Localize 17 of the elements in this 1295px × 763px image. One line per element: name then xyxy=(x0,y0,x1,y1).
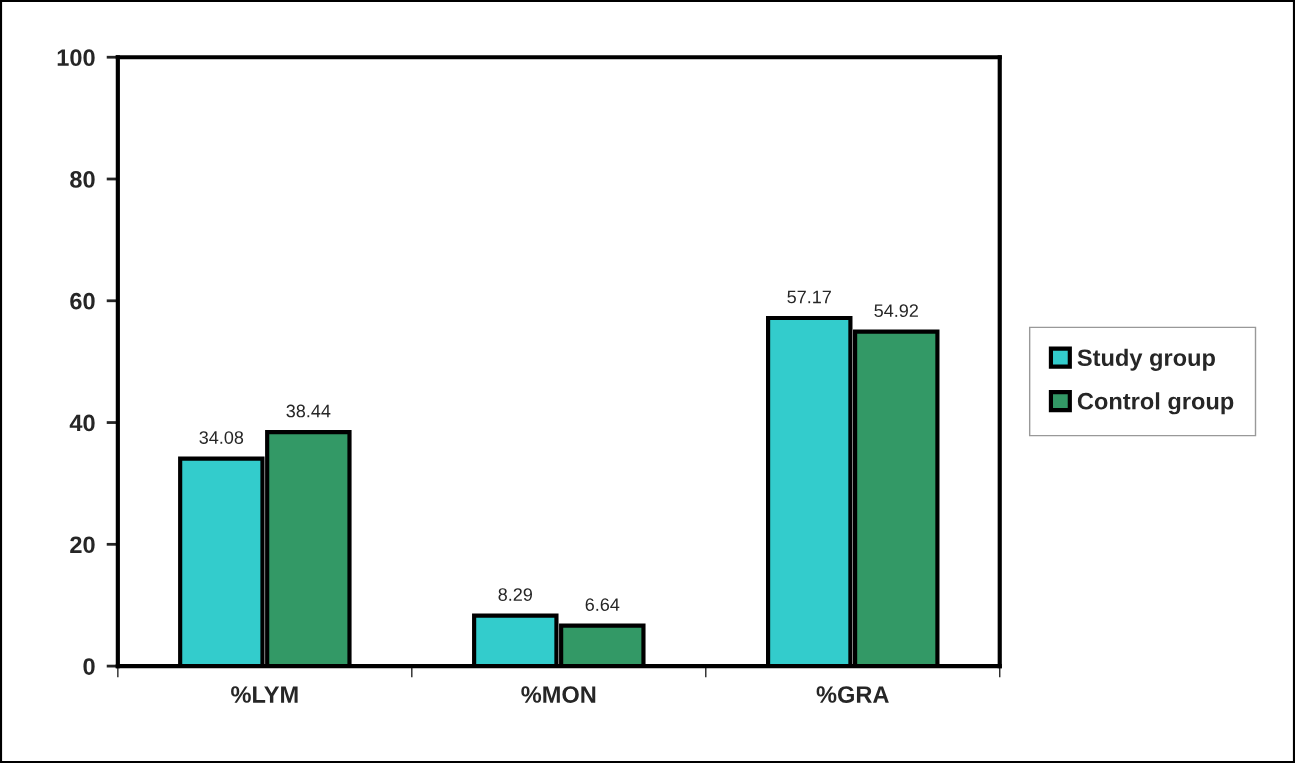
data-label: 54.92 xyxy=(874,304,918,318)
y-tick-label: 100 xyxy=(57,49,95,67)
data-label: 8.29 xyxy=(498,588,532,601)
y-tick-label: 60 xyxy=(70,292,95,310)
x-tick-label: %LYM xyxy=(231,686,298,703)
x-tick-label: %GRA xyxy=(816,686,889,703)
y-tick-label: 20 xyxy=(70,536,95,554)
y-tick-label: 80 xyxy=(70,171,95,188)
legend-label: Study group xyxy=(1077,348,1215,371)
data-label: 38.44 xyxy=(286,404,331,418)
y-tick-label: 40 xyxy=(69,414,95,432)
data-label: 57.17 xyxy=(787,290,831,304)
legend-label: Control group xyxy=(1077,392,1234,415)
data-label: 6.64 xyxy=(585,598,620,611)
y-tick-label: 0 xyxy=(83,658,95,675)
data-label: 34.08 xyxy=(199,431,244,444)
x-tick-label: %MON xyxy=(521,686,596,703)
